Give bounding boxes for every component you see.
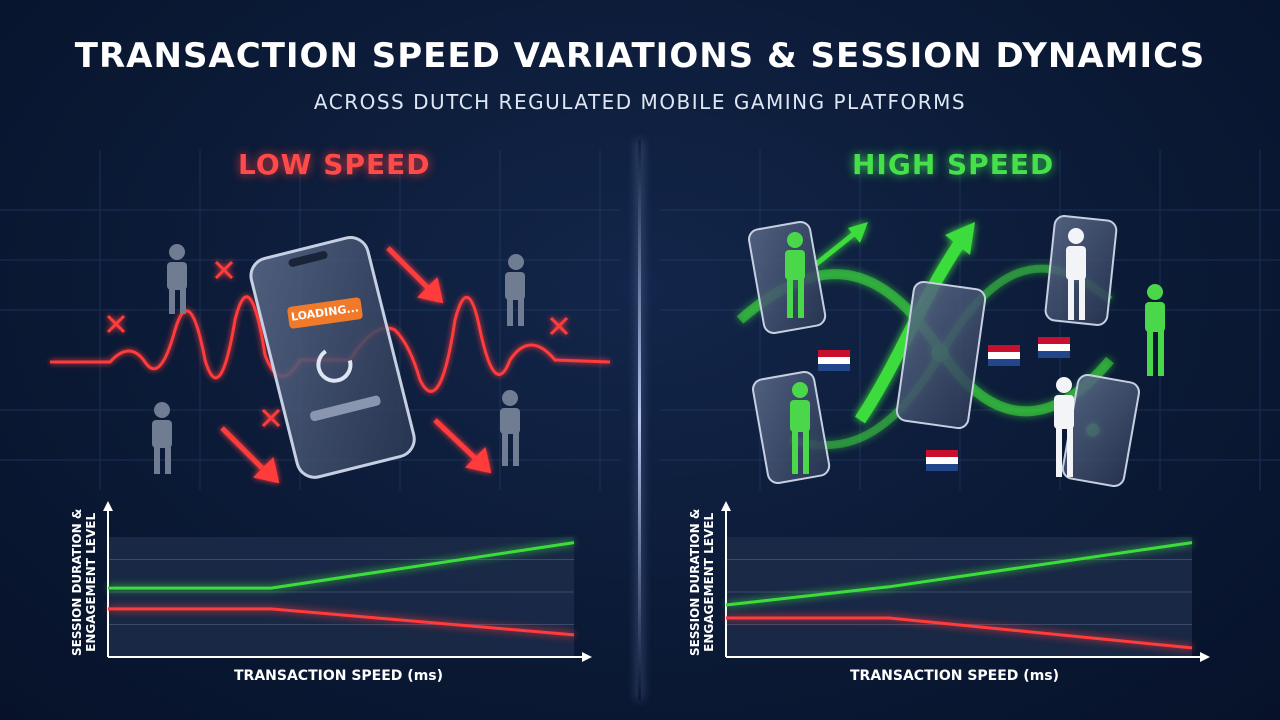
ylabel-line-1: SESSION DURATION & [688,508,702,656]
red-series-line [108,607,575,637]
ylabel-line-2: ENGAGEMENT LEVEL [702,512,716,652]
error-x-icons [106,260,569,428]
page-title: TRANSACTION SPEED VARIATIONS & SESSION D… [74,36,1206,76]
high-chart-xlabel: TRANSACTION SPEED (ms) [850,668,1060,684]
ylabel-line-1: SESSION DURATION & [70,508,84,656]
y-axis-arrow [721,501,731,511]
x-axis-arrow [1200,652,1210,662]
green-series-line [108,541,575,590]
low-chart-ylabel: SESSION DURATION & ENGAGEMENT LEVEL [70,509,98,656]
loading-phone [249,236,416,479]
high-speed-label: HIGH SPEED [852,148,1055,181]
ylabel-line-2: ENGAGEMENT LEVEL [84,512,98,652]
low-chart-xlabel: TRANSACTION SPEED (ms) [234,668,444,684]
x-axis-arrow [582,652,592,662]
plot-area [108,537,574,657]
dutch-flag-icons [818,337,1070,471]
high-speed-chart [721,501,1210,662]
y-axis-arrow [103,501,113,511]
green-series-line [725,541,1193,607]
idle-people-icons [152,244,525,474]
red-arrows [220,246,492,484]
high-chart-ylabel: SESSION DURATION & ENGAGEMENT LEVEL [688,509,716,656]
low-speed-chart [103,501,592,662]
engaged-people-icons [785,228,1165,477]
page-subtitle: ACROSS DUTCH REGULATED MOBILE GAMING PLA… [313,90,967,114]
low-speed-label: LOW SPEED [238,148,431,181]
panel-divider [638,140,641,700]
red-series-line [726,616,1193,650]
